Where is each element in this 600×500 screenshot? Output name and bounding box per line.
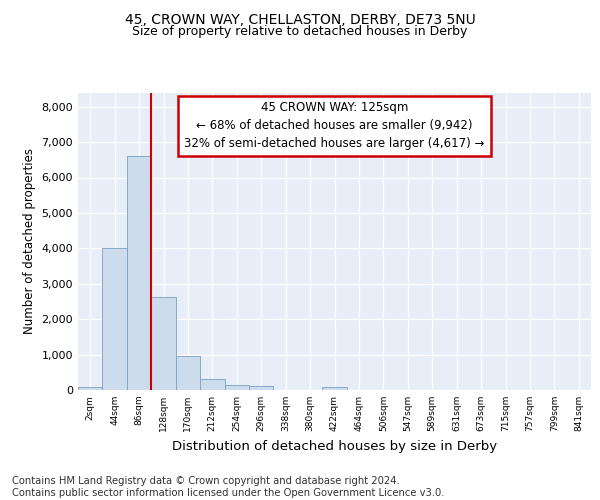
Bar (224, 386, 249, 390)
Bar (322, 387, 347, 390)
Bar (200, 378, 224, 390)
Text: Size of property relative to detached houses in Derby: Size of property relative to detached ho… (133, 25, 467, 38)
Y-axis label: Number of detached properties: Number of detached properties (23, 148, 36, 334)
Bar (151, 297, 176, 390)
Bar (176, 356, 200, 390)
Bar (249, 386, 274, 390)
Text: 45 CROWN WAY: 125sqm
← 68% of detached houses are smaller (9,942)
32% of semi-de: 45 CROWN WAY: 125sqm ← 68% of detached h… (184, 102, 485, 150)
Bar (127, 156, 151, 390)
Bar (103, 248, 127, 390)
Text: Contains HM Land Registry data © Crown copyright and database right 2024.
Contai: Contains HM Land Registry data © Crown c… (12, 476, 445, 498)
X-axis label: Distribution of detached houses by size in Derby: Distribution of detached houses by size … (172, 440, 497, 452)
Text: 45, CROWN WAY, CHELLASTON, DERBY, DE73 5NU: 45, CROWN WAY, CHELLASTON, DERBY, DE73 5… (125, 12, 475, 26)
Bar (78, 388, 103, 390)
